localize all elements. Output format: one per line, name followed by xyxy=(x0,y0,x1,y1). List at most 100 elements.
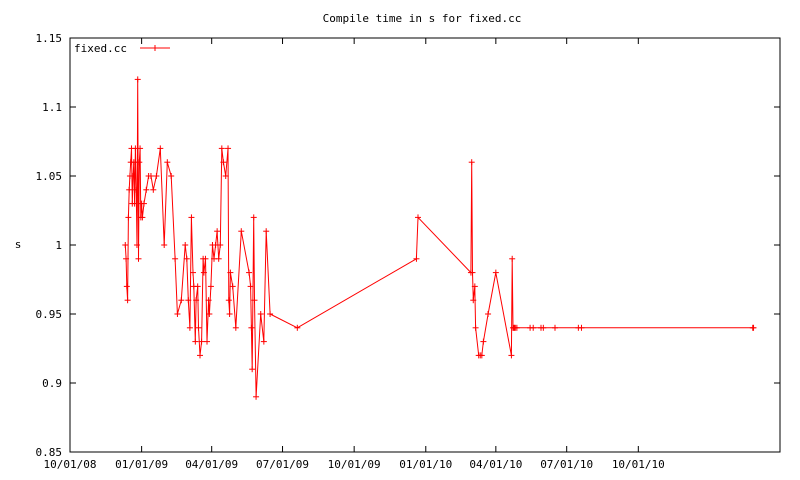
data-point xyxy=(133,242,140,248)
data-point xyxy=(130,159,137,166)
data-point xyxy=(147,173,154,179)
y-tick-label: 1.1 xyxy=(42,101,62,114)
data-point xyxy=(238,228,245,235)
data-point xyxy=(190,269,197,276)
data-point xyxy=(197,352,204,359)
data-point xyxy=(225,145,232,152)
data-point xyxy=(217,242,224,248)
data-point xyxy=(485,311,492,317)
data-point xyxy=(227,269,234,276)
y-tick-label: 1.15 xyxy=(36,32,63,45)
data-point xyxy=(232,324,239,331)
data-point xyxy=(205,297,212,304)
data-point xyxy=(218,145,225,152)
data-point xyxy=(139,214,146,221)
data-point xyxy=(413,255,420,262)
data-point xyxy=(192,338,199,345)
data-point xyxy=(200,269,207,276)
data-point xyxy=(157,145,164,152)
data-point xyxy=(248,324,255,331)
data-point xyxy=(294,324,301,331)
data-point xyxy=(204,338,211,345)
data-point xyxy=(578,324,585,331)
data-point xyxy=(193,297,200,304)
data-point xyxy=(182,242,189,248)
data-point xyxy=(472,324,479,331)
data-point xyxy=(257,311,264,317)
x-tick-label: 07/01/09 xyxy=(256,458,309,471)
data-point xyxy=(202,255,209,262)
data-point xyxy=(220,159,227,166)
data-point xyxy=(125,214,132,221)
data-point xyxy=(251,297,258,304)
data-point xyxy=(469,269,476,276)
data-point xyxy=(250,214,257,221)
x-tick-label: 07/01/10 xyxy=(540,458,593,471)
data-point xyxy=(136,159,143,166)
data-point xyxy=(414,214,421,221)
data-point xyxy=(185,297,192,304)
data-point xyxy=(195,324,202,331)
y-tick-label: 0.9 xyxy=(42,377,62,390)
data-point xyxy=(140,200,147,207)
x-axis: 10/01/08 01/01/09 04/01/09 07/01/09 10/01/09… xyxy=(44,38,665,471)
data-point xyxy=(183,255,190,262)
data-point xyxy=(509,255,516,262)
data-point xyxy=(540,324,547,331)
data-point xyxy=(247,283,254,290)
data-point xyxy=(150,186,157,193)
data-point xyxy=(492,269,499,276)
data-point xyxy=(194,283,201,290)
legend-label: fixed.cc xyxy=(74,42,127,55)
data-point xyxy=(552,324,559,331)
x-tick-label: 04/01/10 xyxy=(469,458,522,471)
data-point xyxy=(186,324,193,331)
data-point xyxy=(198,338,205,345)
x-tick-label: 10/01/08 xyxy=(44,458,97,471)
series-group xyxy=(122,76,757,400)
data-point xyxy=(124,297,131,304)
data-point xyxy=(161,242,168,248)
data-point xyxy=(267,311,274,317)
data-point xyxy=(178,297,185,304)
x-tick-label: 10/01/09 xyxy=(328,458,381,471)
data-point xyxy=(260,338,267,345)
x-tick-label: 10/01/10 xyxy=(612,458,665,471)
data-point xyxy=(226,311,233,317)
data-point xyxy=(172,255,179,262)
data-point xyxy=(253,393,260,400)
series-line xyxy=(124,79,754,397)
x-tick-label: 01/01/09 xyxy=(115,458,168,471)
data-point xyxy=(222,173,229,179)
y-tick-label: 0.85 xyxy=(36,446,63,459)
data-point xyxy=(188,214,195,221)
data-point xyxy=(207,283,214,290)
data-point xyxy=(263,228,270,235)
data-point xyxy=(468,159,475,166)
data-point xyxy=(135,255,142,262)
data-point xyxy=(480,338,487,345)
data-point xyxy=(206,311,213,317)
data-point xyxy=(122,242,129,248)
data-point xyxy=(214,228,221,235)
chart-title: Compile time in s for fixed.cc xyxy=(323,12,522,25)
x-tick-label: 04/01/09 xyxy=(185,458,238,471)
data-point xyxy=(225,297,232,304)
x-tick-label: 01/01/10 xyxy=(399,458,452,471)
data-point xyxy=(131,200,138,207)
y-tick-label: 0.95 xyxy=(36,308,63,321)
data-point xyxy=(513,324,520,331)
y-tick-label: 1 xyxy=(55,239,62,252)
data-point xyxy=(471,283,478,290)
data-point xyxy=(143,186,150,193)
y-axis-label: s xyxy=(15,238,22,251)
data-point xyxy=(750,324,757,331)
y-tick-label: 1.05 xyxy=(36,170,63,183)
data-point xyxy=(478,352,485,359)
data-point xyxy=(130,173,137,179)
data-point xyxy=(215,255,222,262)
data-point xyxy=(153,173,160,179)
legend: fixed.cc xyxy=(74,42,170,55)
data-point xyxy=(133,186,140,193)
